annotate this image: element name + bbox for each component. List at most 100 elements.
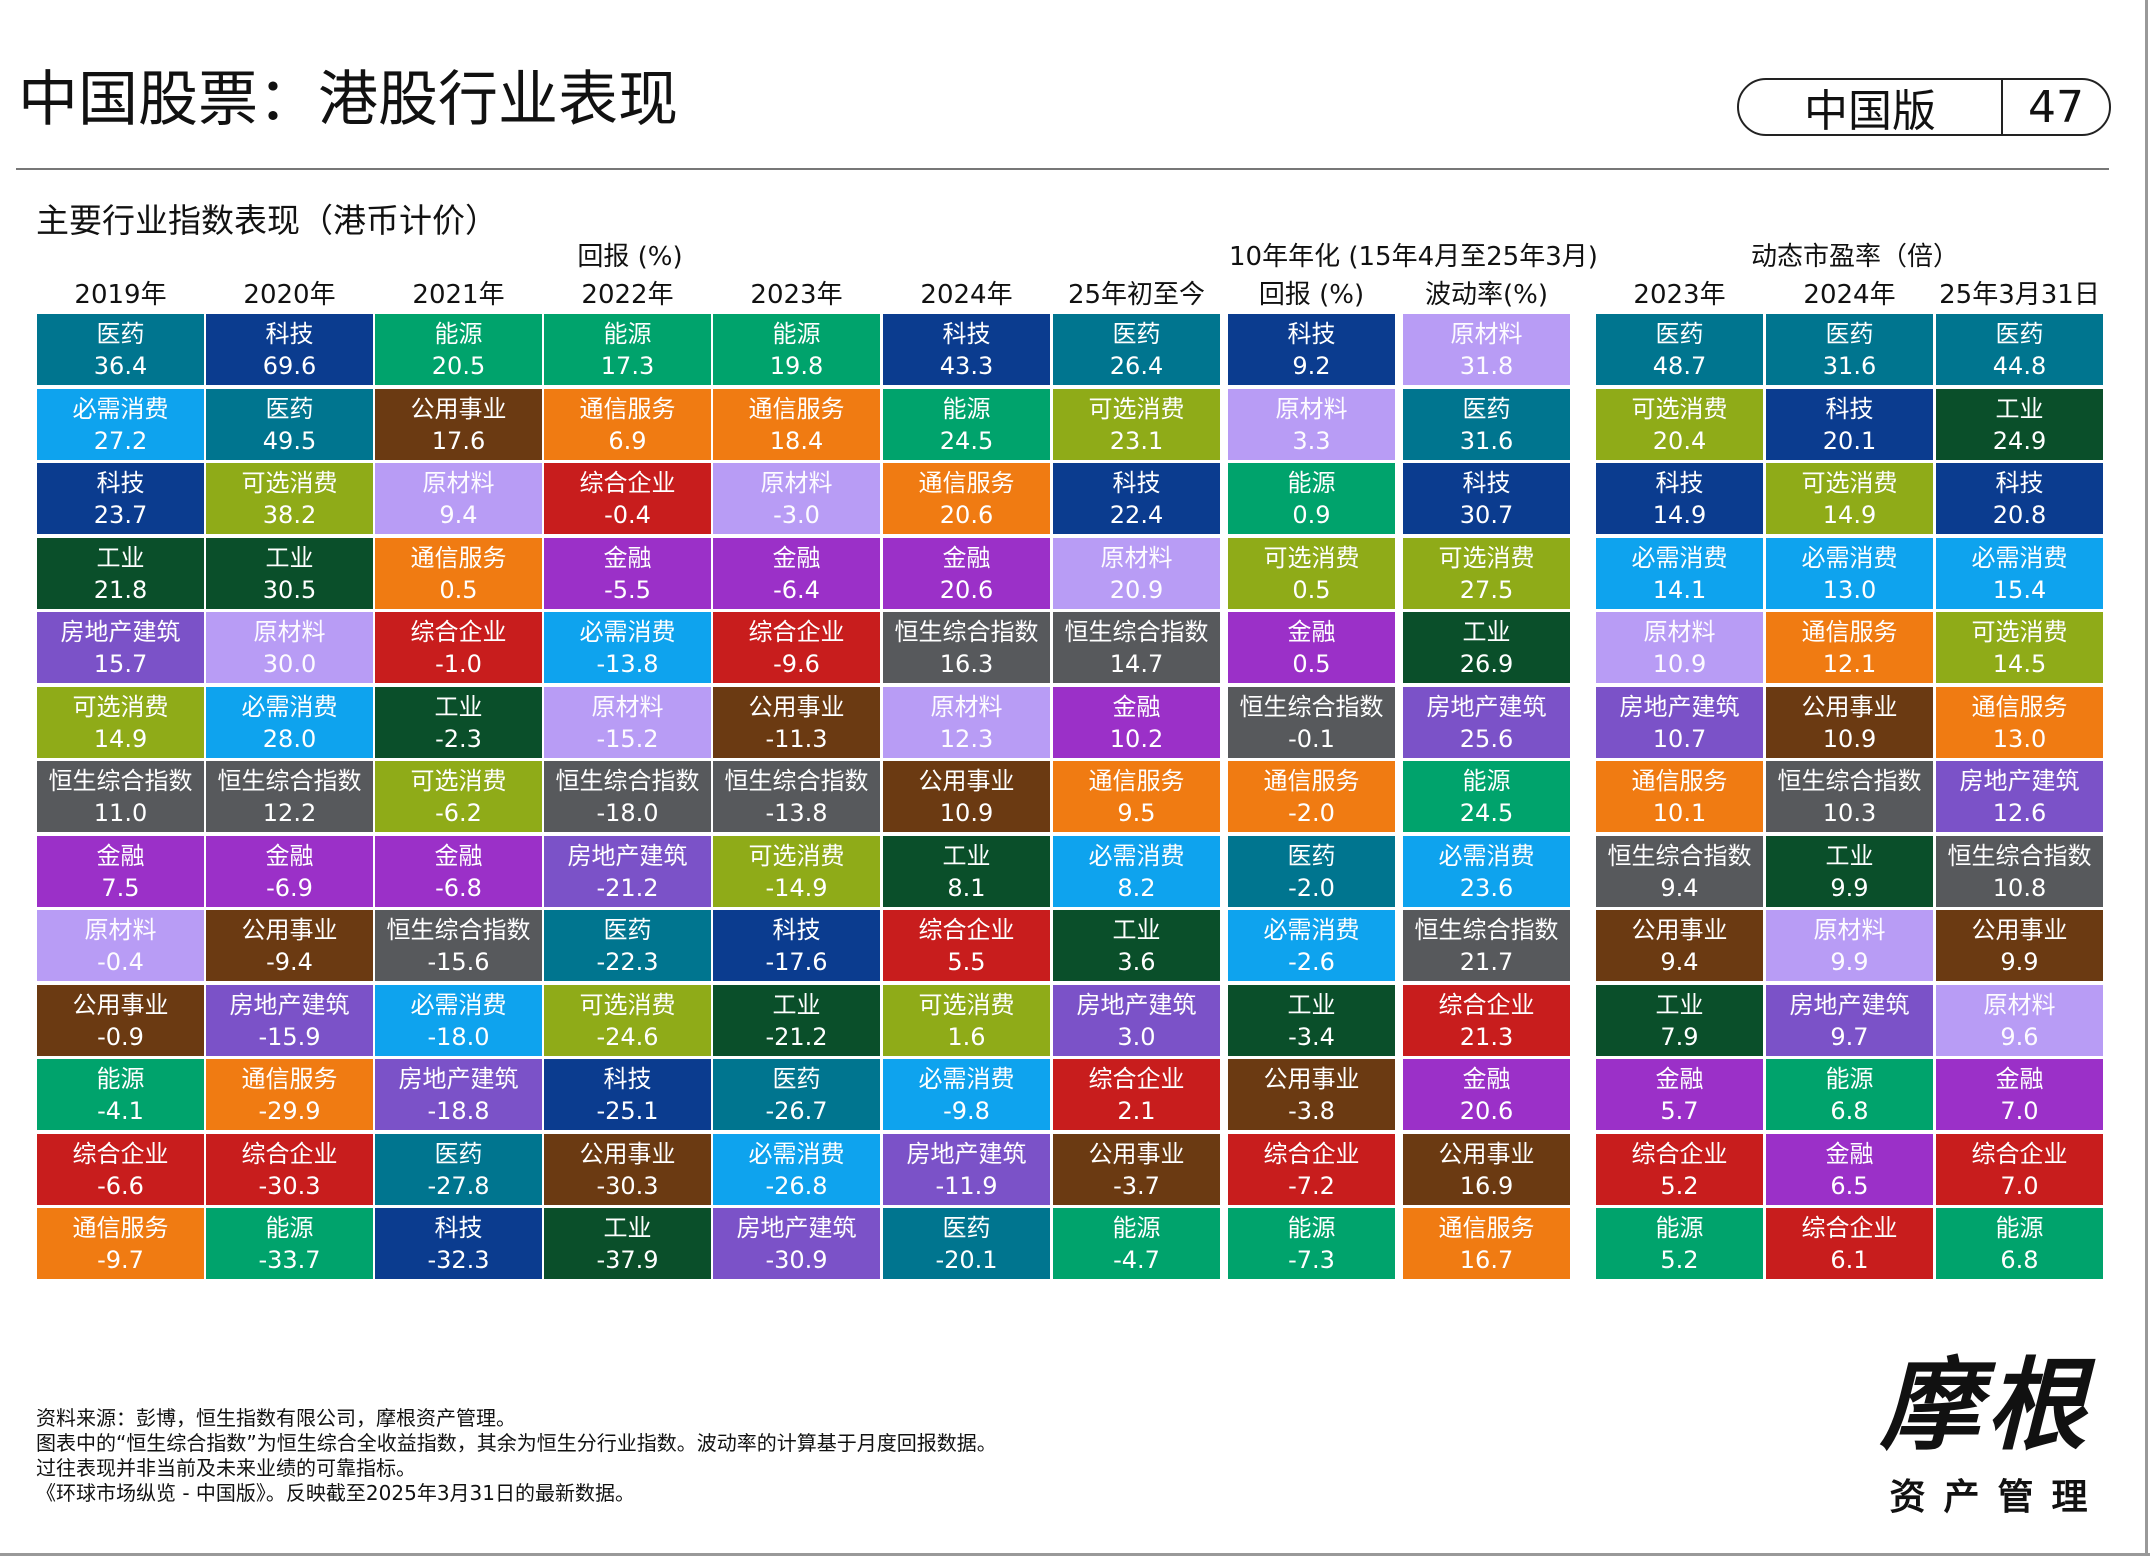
- sector-name: 原材料: [1275, 394, 1348, 423]
- sector-cell: 原材料 31.8: [1403, 314, 1570, 385]
- sector-cell: 能源 24.5: [883, 389, 1050, 460]
- sector-name: 医药: [1287, 841, 1336, 870]
- sector-name: 能源: [96, 1064, 145, 1093]
- sector-cell: 房地产建筑 -21.2: [544, 836, 711, 907]
- sector-name: 工业: [772, 990, 821, 1019]
- sector-name: 通信服务: [1631, 766, 1728, 795]
- sector-value: 7.0: [2000, 1096, 2039, 1125]
- sector-name: 工业: [96, 543, 145, 572]
- sector-cell: 房地产建筑 25.6: [1403, 687, 1570, 758]
- sector-cell: 可选消费 14.5: [1936, 612, 2103, 683]
- sector-name: 通信服务: [1801, 617, 1898, 646]
- sector-value: 31.6: [1459, 426, 1514, 455]
- sector-value: 20.6: [939, 500, 994, 529]
- sector-cell: 综合企业 7.0: [1936, 1134, 2103, 1205]
- column-header: 波动率(%): [1425, 280, 1548, 310]
- sector-value: -29.9: [258, 1096, 321, 1125]
- sector-value: 10.3: [1822, 798, 1877, 827]
- sector-name: 必需消费: [72, 394, 169, 423]
- sector-name: 房地产建筑: [398, 1064, 519, 1093]
- sector-cell: 工业 -21.2: [713, 985, 880, 1056]
- sector-name: 能源: [1825, 1064, 1874, 1093]
- sector-name: 房地产建筑: [906, 1139, 1027, 1168]
- sector-name: 医药: [1995, 319, 2044, 348]
- sector-cell: 可选消费 23.1: [1053, 389, 1220, 460]
- sector-value: 9.4: [1660, 873, 1699, 902]
- sector-name: 原材料: [1813, 915, 1886, 944]
- sector-cell: 恒生综合指数 16.3: [883, 612, 1050, 683]
- sector-cell: 通信服务 20.6: [883, 463, 1050, 534]
- sector-value: 6.9: [608, 426, 647, 455]
- sector-value: -3.7: [1113, 1171, 1160, 1200]
- sector-cell: 工业 21.8: [37, 538, 204, 609]
- sector-value: 9.9: [2000, 947, 2039, 976]
- sector-cell: 科技 -17.6: [713, 910, 880, 981]
- sector-cell: 医药 -2.0: [1228, 836, 1395, 907]
- sector-name: 能源: [265, 1213, 314, 1242]
- sector-cell: 通信服务 16.7: [1403, 1208, 1570, 1279]
- sector-value: 13.0: [1992, 724, 2047, 753]
- sector-cell: 能源 -33.7: [206, 1208, 373, 1279]
- sector-cell: 原材料 9.4: [375, 463, 542, 534]
- sector-value: -15.9: [258, 1022, 321, 1051]
- sector-value: 28.0: [262, 724, 317, 753]
- sector-name: 工业: [1462, 617, 1511, 646]
- sector-value: 27.5: [1459, 575, 1514, 604]
- sector-value: -2.3: [435, 724, 482, 753]
- sector-value: 14.1: [1652, 575, 1707, 604]
- sector-name: 可选消费: [1088, 394, 1185, 423]
- sector-name: 医药: [1462, 394, 1511, 423]
- group-header-pe: 动态市盈率（倍）: [1750, 242, 1959, 272]
- sector-name: 恒生综合指数: [386, 915, 531, 944]
- sector-name: 公用事业: [241, 915, 338, 944]
- sector-value: -4.1: [97, 1096, 144, 1125]
- sector-name: 金融: [265, 841, 314, 870]
- sector-name: 可选消费: [1971, 617, 2068, 646]
- sector-value: 20.5: [431, 351, 486, 380]
- sector-value: 49.5: [262, 426, 317, 455]
- column-header: 2024年: [1803, 280, 1896, 310]
- sector-value: -17.6: [765, 947, 828, 976]
- sector-name: 能源: [1462, 766, 1511, 795]
- sector-cell: 能源 -4.7: [1053, 1208, 1220, 1279]
- sector-value: -3.8: [1288, 1096, 1335, 1125]
- sector-name: 综合企业: [1088, 1064, 1185, 1093]
- sector-name: 金融: [1462, 1064, 1511, 1093]
- sector-cell: 工业 26.9: [1403, 612, 1570, 683]
- sector-value: -27.8: [427, 1171, 490, 1200]
- sector-name: 金融: [434, 841, 483, 870]
- sector-name: 综合企业: [579, 468, 676, 497]
- sector-cell: 原材料 -0.4: [37, 910, 204, 981]
- sector-cell: 综合企业 -0.4: [544, 463, 711, 534]
- sector-name: 医药: [1655, 319, 1704, 348]
- sector-value: -2.0: [1288, 873, 1335, 902]
- sector-cell: 工业 -2.3: [375, 687, 542, 758]
- sector-value: 36.4: [93, 351, 148, 380]
- sector-value: 15.7: [93, 649, 148, 678]
- sector-name: 通信服务: [241, 1064, 338, 1093]
- sector-name: 医药: [96, 319, 145, 348]
- sector-value: 22.4: [1109, 500, 1164, 529]
- sector-name: 公用事业: [579, 1139, 676, 1168]
- sector-cell: 原材料 30.0: [206, 612, 373, 683]
- sector-name: 综合企业: [72, 1139, 169, 1168]
- sector-cell: 能源 24.5: [1403, 761, 1570, 832]
- sector-value: 9.5: [1117, 798, 1156, 827]
- sector-value: 5.2: [1660, 1171, 1699, 1200]
- sector-name: 原材料: [760, 468, 833, 497]
- sector-name: 公用事业: [1971, 915, 2068, 944]
- sector-cell: 能源 -7.3: [1228, 1208, 1395, 1279]
- sector-name: 医药: [942, 1213, 991, 1242]
- sector-cell: 房地产建筑 -15.9: [206, 985, 373, 1056]
- sector-name: 必需消费: [1631, 543, 1728, 572]
- sector-value: -14.9: [765, 873, 828, 902]
- sector-name: 公用事业: [72, 990, 169, 1019]
- sector-value: -20.1: [935, 1245, 998, 1274]
- sector-name: 科技: [1287, 319, 1336, 348]
- sector-value: 24.5: [939, 426, 994, 455]
- sector-value: 13.0: [1822, 575, 1877, 604]
- sector-value: -13.8: [596, 649, 659, 678]
- sector-value: -0.4: [604, 500, 651, 529]
- sector-cell: 能源 19.8: [713, 314, 880, 385]
- sector-cell: 科技 43.3: [883, 314, 1050, 385]
